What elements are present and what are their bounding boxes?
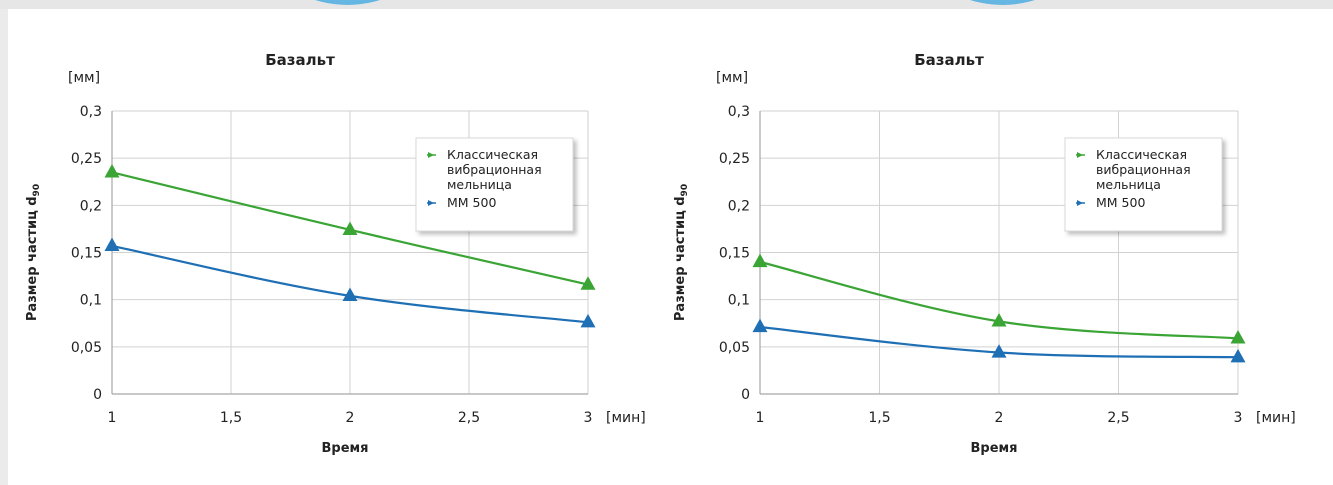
x-tick-label: 1,5 (220, 410, 242, 426)
legend-label-1: мельница (1096, 177, 1161, 192)
series-2-point (991, 344, 1007, 358)
decorative-bubble-left (240, 0, 455, 5)
x-axis-title: Время (321, 441, 368, 456)
y-tick-label: 0,1 (80, 293, 102, 309)
y-tick-label: 0,05 (719, 340, 750, 356)
legend-label-2: MM 500 (1096, 195, 1145, 210)
x-tick-label: 1,5 (868, 410, 890, 426)
y-tick-label: 0,2 (728, 198, 750, 214)
y-tick-label: 0 (93, 387, 102, 403)
y-axis-title-subscript: 90 (32, 184, 42, 197)
series-2-point (1230, 348, 1246, 363)
y-tick-label: 0,15 (71, 246, 102, 262)
y-tick-label: 0,15 (719, 246, 750, 262)
x-tick-label: 3 (584, 410, 593, 426)
legend-label-1: мельница (447, 177, 512, 192)
legend-marker-1 (428, 152, 434, 158)
y-tick-label: 0,05 (71, 340, 102, 356)
decorative-bubble-right (895, 0, 1110, 5)
series-1-point (991, 312, 1007, 327)
x-tick-label: 3 (1234, 410, 1243, 426)
x-tick-label: 2,5 (458, 410, 480, 426)
y-tick-label: 0,2 (80, 198, 102, 214)
legend-marker-2 (1077, 200, 1083, 206)
y-tick-label: 0,25 (71, 151, 102, 167)
top-band (0, 0, 1333, 9)
y-tick-label: 0,1 (728, 293, 750, 309)
chart-title: Базальт (265, 51, 335, 69)
x-tick-label: 2 (995, 410, 1004, 426)
legend-box (1064, 137, 1223, 232)
y-unit-label: [мм] (68, 70, 100, 86)
y-axis-title-main: Размер частиц d (25, 196, 40, 321)
series-1-point (104, 163, 120, 178)
series-2-point (752, 318, 768, 333)
content-panel (8, 9, 1333, 485)
chart-title: Базальт (914, 51, 984, 69)
y-axis-title-subscript: 90 (680, 184, 690, 197)
series-1-point (752, 253, 768, 268)
legend-label-1: вибрационная (447, 162, 542, 177)
y-axis-title: Размер частиц d90 (25, 184, 42, 321)
y-tick-label: 0,3 (80, 104, 102, 120)
x-tick-label: 1 (756, 410, 765, 426)
x-unit-label: [мин] (1256, 410, 1296, 426)
series-2-point (580, 313, 596, 328)
y-unit-label: [мм] (716, 70, 748, 86)
legend-label-1: вибрационная (1096, 162, 1191, 177)
y-tick-label: 0,3 (728, 104, 750, 120)
y-axis-title: Размер частиц d90 (673, 184, 690, 321)
x-unit-label: [мин] (606, 410, 646, 426)
series-2-point (104, 237, 120, 252)
legend-marker-2 (428, 200, 434, 206)
x-tick-label: 1 (108, 410, 117, 426)
y-axis-title-main: Размер частиц d (673, 196, 688, 321)
chart-1: 0 0,05 0,1 0,15 0,2 0,25 0,3 1 1,5 2 2,5 3 Базальт [м… (25, 51, 646, 456)
chart-2: 0 0,05 0,1 0,15 0,2 0,25 0,3 1 1,5 2 2,5 3 Базальт [м… (673, 51, 1296, 456)
y-tick-label: 0 (741, 387, 750, 403)
x-tick-label: 2,5 (1107, 410, 1129, 426)
legend-label-1: Классическая (1096, 147, 1187, 162)
y-tick-label: 0,25 (719, 151, 750, 167)
series-1-point (342, 221, 358, 235)
legend-label-2: MM 500 (447, 195, 496, 210)
series-1-point (1230, 329, 1246, 344)
x-axis-title: Время (970, 441, 1017, 456)
legend-marker-1 (1077, 152, 1083, 158)
series-2-point (342, 287, 358, 302)
legend-box (415, 137, 574, 232)
series-1-point (580, 276, 596, 290)
legend-label-1: Классическая (447, 147, 538, 162)
x-tick-label: 2 (346, 410, 355, 426)
